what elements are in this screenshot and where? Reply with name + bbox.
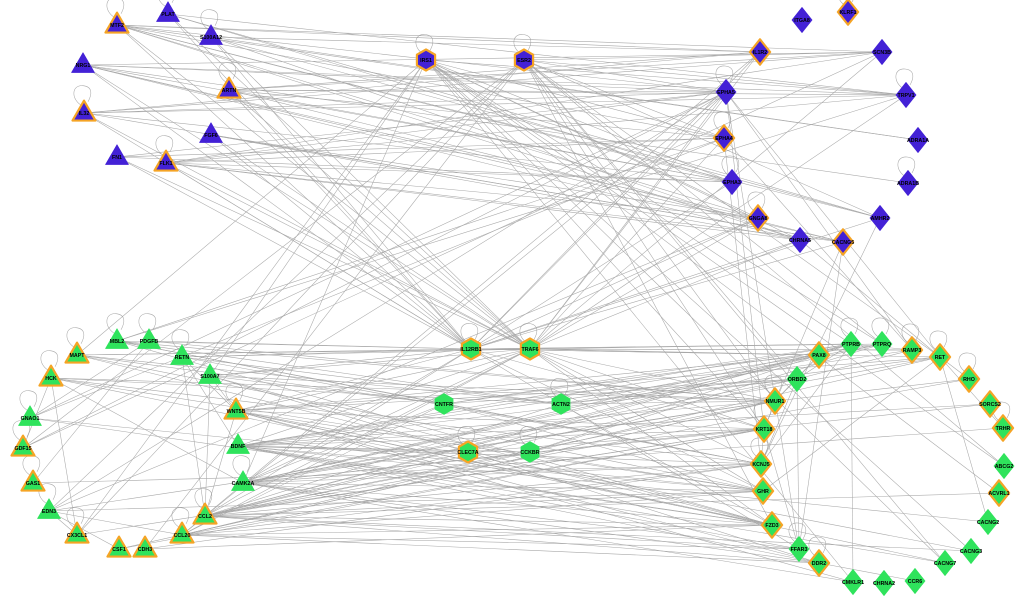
- svg-text:CACNG2: CACNG2: [977, 520, 999, 526]
- svg-text:SCN3B: SCN3B: [873, 50, 891, 56]
- svg-text:ORBD2: ORBD2: [788, 377, 807, 383]
- svg-text:FLK1: FLK1: [159, 161, 172, 167]
- svg-text:WNT5B: WNT5B: [227, 409, 246, 415]
- svg-text:CMKLR1: CMKLR1: [842, 580, 864, 586]
- svg-text:HCK: HCK: [45, 376, 57, 382]
- svg-text:PDGFB: PDGFB: [140, 339, 159, 345]
- svg-text:IL1R2: IL1R2: [753, 50, 767, 56]
- svg-text:GHR: GHR: [757, 489, 769, 495]
- svg-text:EPHA4: EPHA4: [715, 136, 733, 142]
- svg-text:CHRNA2: CHRNA2: [873, 581, 895, 587]
- svg-text:RAMP3: RAMP3: [903, 348, 922, 354]
- svg-text:IRS1: IRS1: [420, 58, 432, 64]
- svg-text:CCL20: CCL20: [174, 533, 191, 539]
- svg-text:MAPT: MAPT: [69, 353, 85, 359]
- svg-text:PLAT: PLAT: [161, 12, 175, 18]
- svg-text:GNAO1: GNAO1: [21, 416, 40, 422]
- svg-text:CCL2: CCL2: [198, 514, 212, 520]
- svg-text:PTPRQ: PTPRQ: [873, 342, 891, 348]
- svg-text:TRAF6: TRAF6: [521, 347, 538, 353]
- svg-text:CAMK2A: CAMK2A: [232, 481, 255, 487]
- svg-text:FFAR3: FFAR3: [791, 547, 808, 553]
- svg-text:ITGA8: ITGA8: [794, 18, 810, 24]
- svg-text:FGF6: FGF6: [204, 133, 218, 139]
- svg-text:CX3CL1: CX3CL1: [67, 533, 87, 539]
- svg-text:IL12RB1: IL12RB1: [460, 347, 481, 353]
- svg-text:ACVRL1: ACVRL1: [988, 491, 1009, 497]
- svg-text:RET: RET: [935, 355, 946, 361]
- svg-text:CCKBR: CCKBR: [520, 450, 539, 456]
- svg-text:RHO: RHO: [963, 377, 975, 383]
- svg-text:ADRA1B: ADRA1B: [897, 181, 919, 187]
- svg-text:PTPRB: PTPRB: [842, 342, 860, 348]
- svg-text:ACTN2: ACTN2: [552, 402, 570, 408]
- svg-text:GNGA8: GNGA8: [749, 216, 768, 222]
- svg-text:MTF2: MTF2: [110, 23, 124, 29]
- svg-text:S100A7: S100A7: [200, 374, 219, 380]
- svg-text:CCR6: CCR6: [908, 579, 922, 585]
- svg-text:CDH3: CDH3: [138, 547, 152, 553]
- svg-text:KRT18: KRT18: [756, 427, 773, 433]
- svg-text:CHRNA5: CHRNA5: [789, 238, 811, 244]
- svg-text:TRHR: TRHR: [996, 426, 1011, 432]
- svg-text:CACNG7: CACNG7: [934, 561, 956, 567]
- svg-text:MBL2: MBL2: [110, 339, 124, 345]
- svg-text:RETN: RETN: [175, 355, 190, 361]
- svg-text:TRPV1: TRPV1: [897, 93, 914, 99]
- svg-text:GAS1: GAS1: [26, 481, 40, 487]
- svg-text:AMHR2: AMHR2: [871, 216, 890, 222]
- svg-text:CSF1: CSF1: [112, 547, 126, 553]
- svg-text:FZD3: FZD3: [765, 523, 778, 529]
- svg-text:EPHA5: EPHA5: [717, 90, 735, 96]
- svg-text:BDNF: BDNF: [231, 444, 246, 450]
- svg-text:KLRF1: KLRF1: [839, 10, 856, 16]
- svg-text:CNTFR: CNTFR: [435, 402, 453, 408]
- svg-text:NMUR1: NMUR1: [766, 399, 785, 405]
- svg-text:ARTN: ARTN: [222, 88, 237, 94]
- svg-text:EDN3: EDN3: [42, 509, 56, 515]
- svg-text:IL32: IL32: [79, 111, 90, 117]
- svg-text:FN1: FN1: [112, 155, 122, 161]
- svg-text:S100A12: S100A12: [200, 35, 222, 41]
- svg-text:ESR2: ESR2: [517, 58, 531, 64]
- svg-text:PAX8: PAX8: [812, 353, 825, 359]
- svg-text:EPHA3: EPHA3: [723, 180, 741, 186]
- svg-text:GDF15: GDF15: [14, 446, 31, 452]
- svg-text:CLEC7A: CLEC7A: [457, 450, 478, 456]
- svg-text:DDR2: DDR2: [812, 561, 826, 567]
- svg-text:ABCG2: ABCG2: [995, 464, 1014, 470]
- svg-text:CACNG5: CACNG5: [832, 240, 854, 246]
- svg-text:SORCS2: SORCS2: [979, 402, 1001, 408]
- svg-text:CACNG3: CACNG3: [960, 549, 982, 555]
- svg-text:KCNJ5: KCNJ5: [752, 462, 769, 468]
- svg-text:ADRA1A: ADRA1A: [907, 138, 929, 144]
- svg-text:NRG1: NRG1: [76, 63, 91, 69]
